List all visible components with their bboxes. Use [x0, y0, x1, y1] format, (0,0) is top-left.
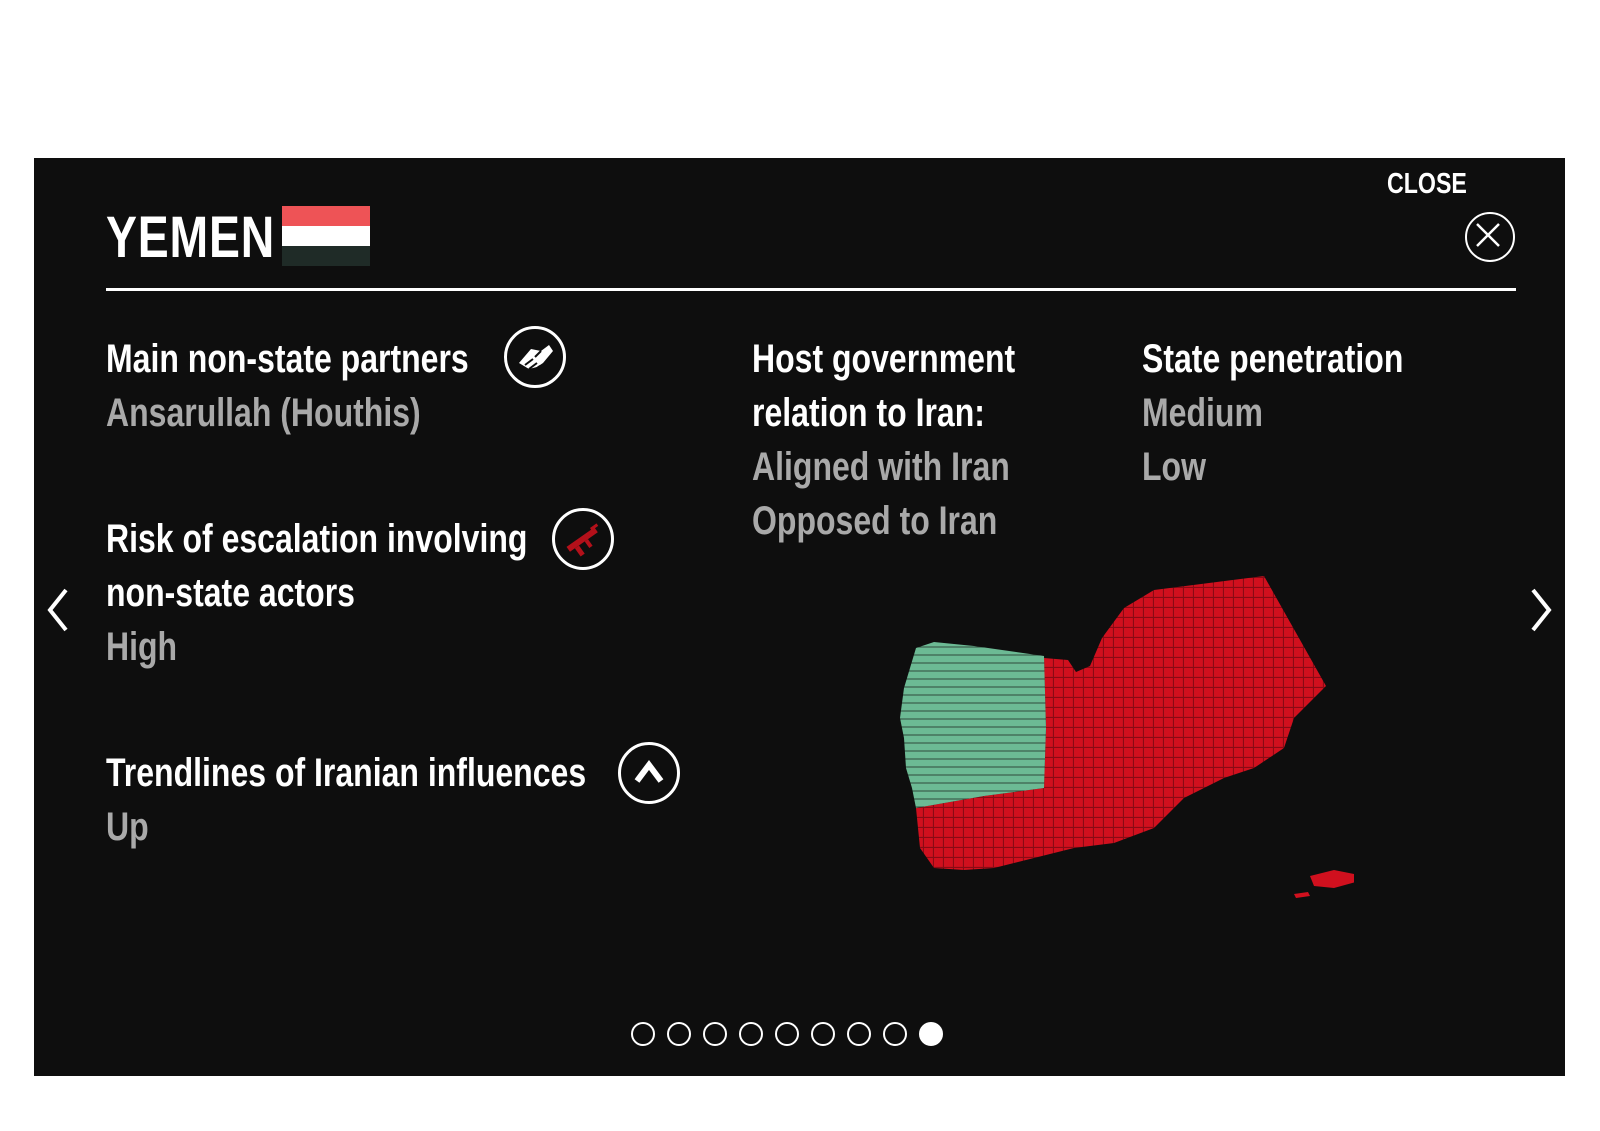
state-penetration-label: State penetration	[1142, 337, 1404, 381]
pagination-dot[interactable]	[883, 1022, 907, 1046]
escalation-value: High	[106, 625, 178, 669]
close-label[interactable]: CLOSE	[1387, 168, 1467, 200]
pagination-dot[interactable]	[703, 1022, 727, 1046]
pagination-dot[interactable]	[775, 1022, 799, 1046]
country-detail-panel: YEMEN CLOSE Main non-state partners Ansa…	[34, 158, 1565, 1076]
country-title: YEMEN	[106, 205, 276, 270]
yemen-flag-icon	[282, 206, 370, 266]
partners-value: Ansarullah (Houthis)	[106, 391, 421, 435]
prev-arrow-button[interactable]	[40, 584, 76, 636]
host-government-option-opposed: Opposed to Iran	[752, 499, 998, 543]
pagination-dot[interactable]	[919, 1022, 943, 1046]
pagination-dot[interactable]	[847, 1022, 871, 1046]
header-divider	[106, 288, 1516, 291]
close-button[interactable]	[1465, 212, 1515, 262]
host-government-option-aligned: Aligned with Iran	[752, 445, 1010, 489]
host-government-label-line1: Host government	[752, 337, 1016, 381]
chevron-up-icon	[618, 742, 680, 804]
pagination-dot[interactable]	[667, 1022, 691, 1046]
map-islet	[1294, 892, 1310, 898]
pagination-dot[interactable]	[811, 1022, 835, 1046]
chevron-left-icon	[47, 588, 68, 632]
trendlines-label: Trendlines of Iranian influences	[106, 751, 587, 795]
chevron-right-icon	[1531, 588, 1552, 632]
escalation-label-line2: non-state actors	[106, 571, 355, 615]
partners-label: Main non-state partners	[106, 337, 469, 381]
trendlines-value: Up	[106, 805, 149, 849]
handshake-icon	[504, 326, 566, 388]
pagination-dot[interactable]	[631, 1022, 655, 1046]
state-penetration-option-low: Low	[1142, 445, 1206, 489]
map-region-opposed	[916, 576, 1326, 870]
next-arrow-button[interactable]	[1523, 584, 1559, 636]
map-region-aligned	[900, 642, 1046, 808]
map-island-socotra	[1310, 870, 1354, 888]
host-government-label-line2: relation to Iran:	[752, 391, 985, 435]
state-penetration-option-medium: Medium	[1142, 391, 1263, 435]
rifle-icon	[552, 508, 614, 570]
yemen-map	[900, 576, 1354, 898]
escalation-label-line1: Risk of escalation involving	[106, 517, 528, 561]
pagination-dot[interactable]	[739, 1022, 763, 1046]
close-icon	[1476, 223, 1500, 247]
